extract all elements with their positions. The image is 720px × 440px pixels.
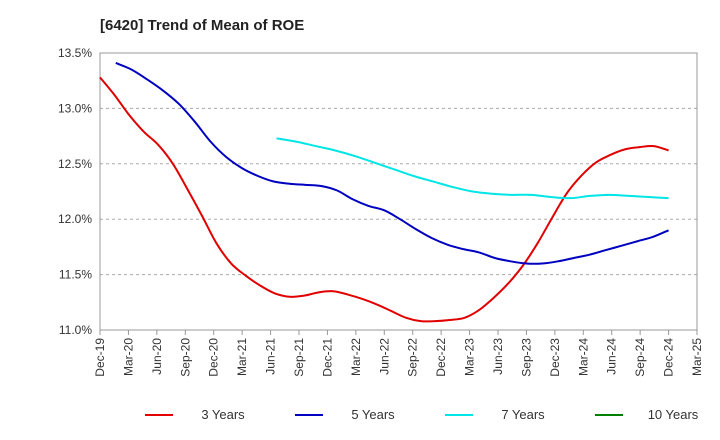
plot-area-frame [99, 52, 698, 331]
legend-label: 7 Years [501, 407, 545, 422]
legend-label: 5 Years [351, 407, 395, 422]
x-tick-label: Mar-23 [463, 338, 477, 376]
legend-label: 3 Years [201, 407, 245, 422]
series-lines [99, 62, 669, 323]
x-tick-label: Jun-20 [150, 338, 164, 375]
y-tick-label: 13.5% [58, 46, 92, 60]
x-tick-label: Mar-21 [235, 338, 249, 376]
y-tick-label: 11.5% [59, 268, 92, 282]
series-line-7-years [276, 137, 669, 200]
x-tick-label: Dec-19 [93, 338, 107, 377]
chart-title: [6420] Trend of Mean of ROE [100, 17, 304, 34]
y-tick-label: 13.0% [58, 101, 92, 115]
x-tick-label: Mar-24 [576, 338, 590, 376]
legend-label: 10 Years [648, 407, 699, 422]
series-line-5-years [115, 62, 669, 265]
x-axis-ticks: Dec-19 Mar-20 Jun-20 Sep-20 Dec-20 Mar-21 Jun-… [93, 330, 704, 377]
series-line-3-years [99, 76, 669, 323]
x-tick-label: Jun-23 [491, 338, 505, 375]
x-tick-label: Dec-21 [320, 338, 334, 377]
x-tick-label: Sep-22 [406, 338, 420, 377]
x-tick-label: Dec-24 [662, 338, 676, 377]
x-tick-label: Sep-24 [633, 338, 647, 377]
x-tick-label: Jun-22 [377, 338, 391, 375]
y-axis-ticks: 11.0% 11.5% 12.0% 12.5% 13.0% 13.5% [58, 46, 92, 337]
y-tick-label: 11.0% [59, 323, 92, 337]
x-tick-label: Dec-22 [434, 338, 448, 377]
x-tick-label: Dec-23 [548, 338, 562, 377]
legend: 3 Years 5 Years 7 Years 10 Years [145, 407, 699, 422]
x-tick-label: Dec-20 [207, 338, 221, 377]
x-tick-label: Mar-22 [349, 338, 363, 376]
x-tick-label: Mar-25 [690, 338, 704, 376]
x-tick-label: Mar-20 [121, 338, 135, 376]
x-tick-label: Jun-21 [264, 338, 278, 375]
x-tick-label: Jun-24 [605, 338, 619, 375]
x-tick-label: Sep-23 [519, 338, 533, 377]
x-tick-label: Sep-21 [292, 338, 306, 377]
x-tick-label: Sep-20 [178, 338, 192, 377]
y-tick-label: 12.0% [58, 212, 92, 226]
y-tick-label: 12.5% [58, 157, 92, 171]
